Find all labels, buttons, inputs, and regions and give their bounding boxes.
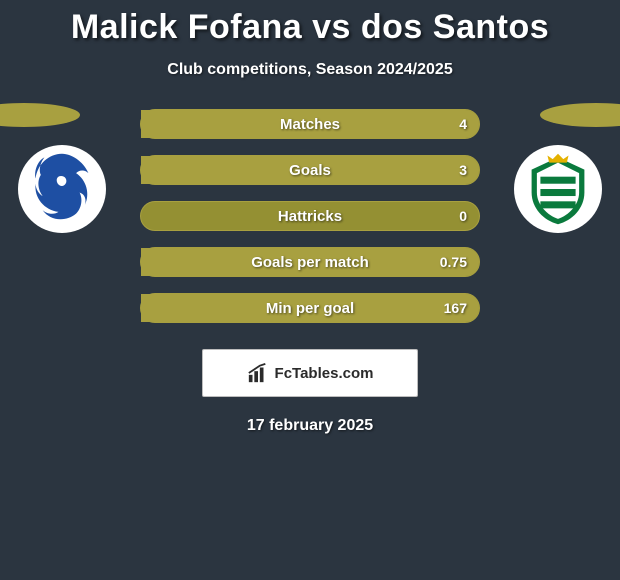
stat-value: 0: [459, 208, 467, 224]
betis-crest-icon: [514, 145, 602, 233]
stat-label: Matches: [280, 116, 340, 133]
team-right-shadow-oval: [540, 103, 620, 127]
team-right-block: [500, 103, 620, 233]
stat-row-goals: Goals 3: [140, 155, 480, 185]
stat-value: 3: [459, 162, 467, 178]
stat-row-min-per-goal: Min per goal 167: [140, 293, 480, 323]
footer-branding: FcTables.com: [202, 349, 418, 397]
subtitle: Club competitions, Season 2024/2025: [0, 61, 620, 79]
date-label: 17 february 2025: [0, 417, 620, 435]
stat-row-matches: Matches 4: [140, 109, 480, 139]
footer-label: FcTables.com: [275, 365, 374, 382]
stat-value: 0.75: [440, 254, 467, 270]
stat-row-hattricks: Hattricks 0: [140, 201, 480, 231]
stat-label: Min per goal: [266, 300, 354, 317]
stat-value: 167: [444, 300, 467, 316]
team-left-shadow-oval: [0, 103, 80, 127]
stat-value: 4: [459, 116, 467, 132]
bar-chart-icon: [247, 362, 269, 384]
stat-label: Goals per match: [251, 254, 369, 271]
betis-badge: [514, 145, 602, 233]
stat-label: Goals: [289, 162, 331, 179]
stats-area: Matches 4 Goals 3 Hattricks 0 Goals per …: [0, 109, 620, 323]
stat-label: Hattricks: [278, 208, 342, 225]
team-left-block: [0, 103, 120, 233]
gent-badge: [18, 145, 106, 233]
page-title: Malick Fofana vs dos Santos: [0, 8, 620, 47]
indian-head-icon: [18, 145, 106, 233]
stat-row-goals-per-match: Goals per match 0.75: [140, 247, 480, 277]
